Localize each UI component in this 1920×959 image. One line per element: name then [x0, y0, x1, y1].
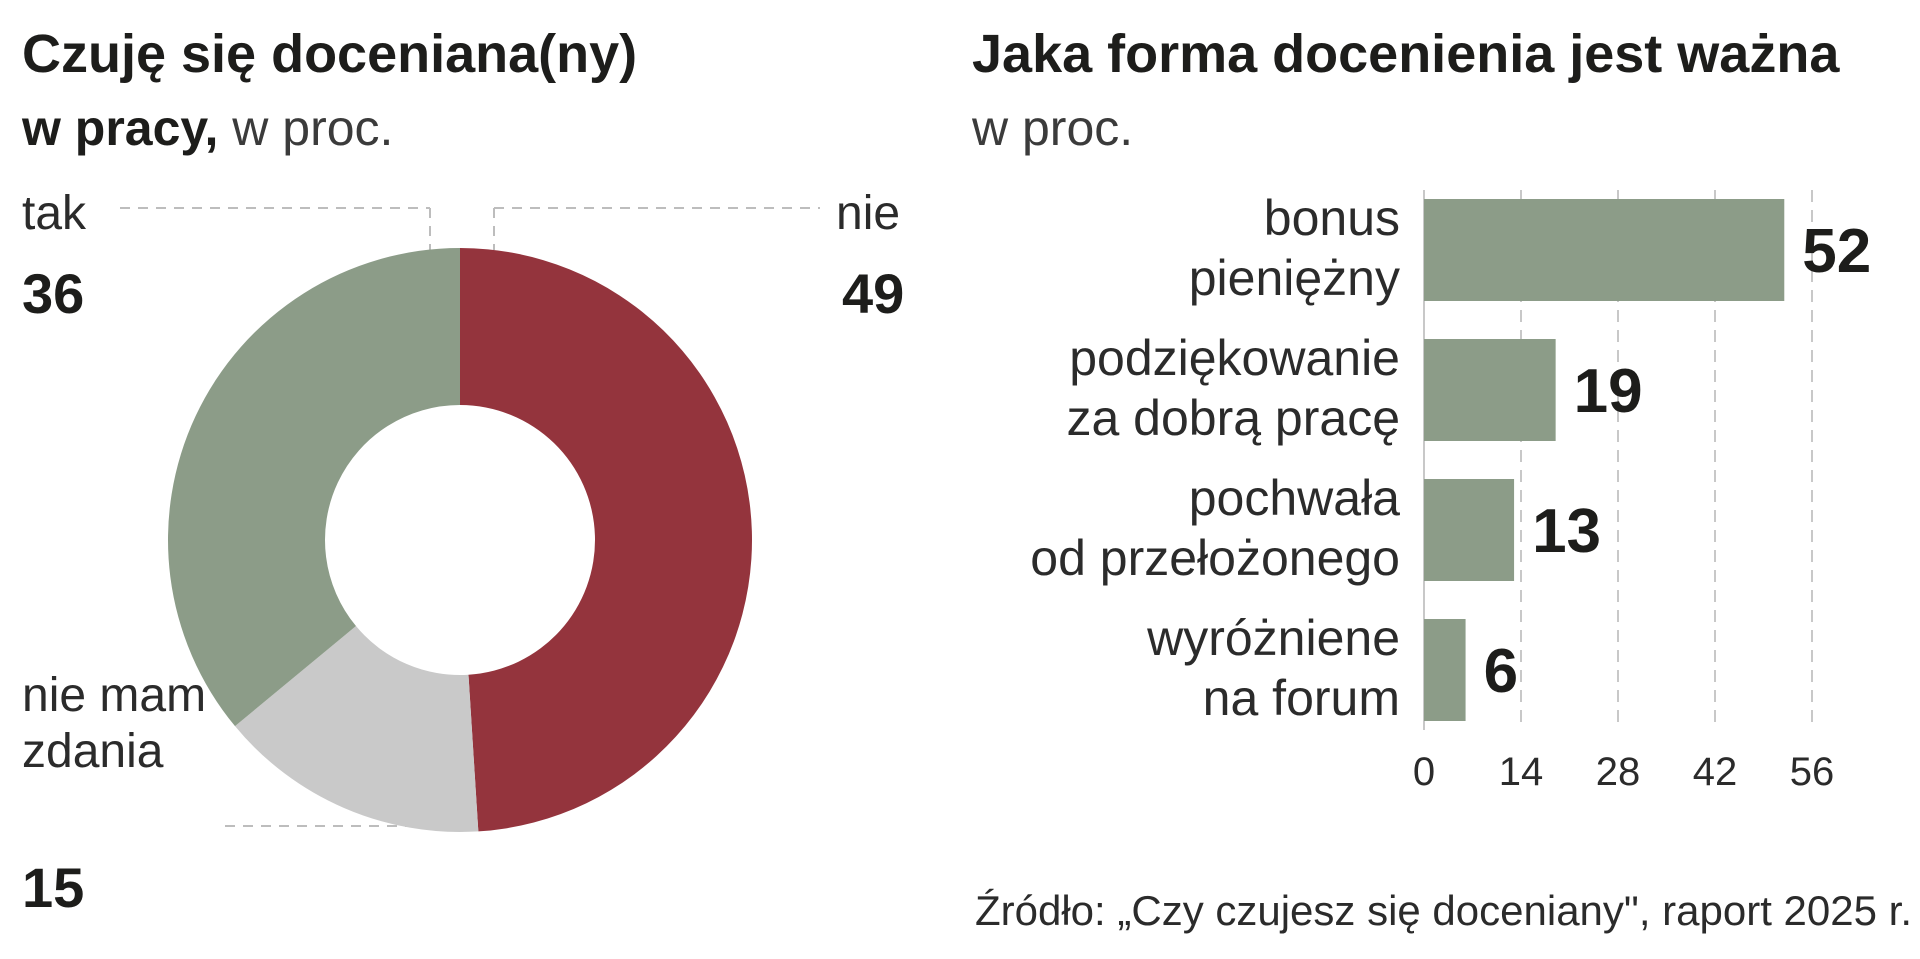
bar-value-label-1: 19: [1574, 357, 1643, 426]
bar-0: [1424, 199, 1785, 301]
bar-chart-title: Jaka forma docenienia jest ważna: [972, 24, 1840, 84]
source-note: Źródło: „Czy czujesz się doceniany", rap…: [974, 887, 1912, 934]
bar-value-label-3: 6: [1484, 637, 1518, 706]
bar-category-label-0-1: pieniężny: [1189, 250, 1400, 306]
x-tick-label-0: 0: [1413, 750, 1435, 794]
x-tick-label-14: 14: [1499, 750, 1544, 794]
bar-category-label-3-0: wyróżniene: [1146, 610, 1400, 666]
donut-chart-unit: w proc.: [218, 100, 394, 156]
bar-category-label-1-1: za dobrą pracę: [1066, 390, 1400, 446]
bar-value-label-0: 52: [1802, 217, 1871, 286]
bar-chart-subtitle: w proc.: [972, 100, 1134, 156]
donut-chart-title-line2: w pracy, w proc.: [22, 98, 393, 158]
bar-3: [1424, 619, 1466, 721]
x-tick-label-56: 56: [1790, 750, 1835, 794]
donut-slice-nie-mam-zdania: [235, 626, 479, 833]
slice-label-tak: tak: [22, 187, 87, 240]
bar-category-label-2-0: pochwała: [1189, 470, 1400, 526]
slice-value-nie-mam-zdania: 15: [22, 856, 85, 919]
bar-category-label-0-0: bonus: [1264, 190, 1400, 246]
donut-chart-title-bold: w pracy,: [22, 100, 219, 156]
bar-category-label-2-1: od przełożonego: [1030, 530, 1400, 586]
donut-slice-nie: [460, 248, 752, 832]
bar-2: [1424, 479, 1515, 581]
donut-slice-tak: [167, 248, 460, 727]
x-tick-label-28: 28: [1596, 750, 1641, 794]
bar-category-label-3-1: na forum: [1203, 670, 1400, 726]
bar-category-label-1-0: podziękowanie: [1069, 330, 1400, 386]
bar-1: [1424, 339, 1556, 441]
bar-value-label-2: 13: [1532, 497, 1601, 566]
slice-value-tak: 36: [22, 262, 85, 325]
x-tick-label-42: 42: [1693, 750, 1738, 794]
slice-label-nie: nie: [836, 187, 901, 240]
donut-chart-title-line1: Czuję się doceniana(ny): [22, 24, 638, 84]
slice-label-nie-mam-zdania: nie mam zdania: [22, 669, 207, 778]
slice-value-nie: 49: [842, 262, 905, 325]
